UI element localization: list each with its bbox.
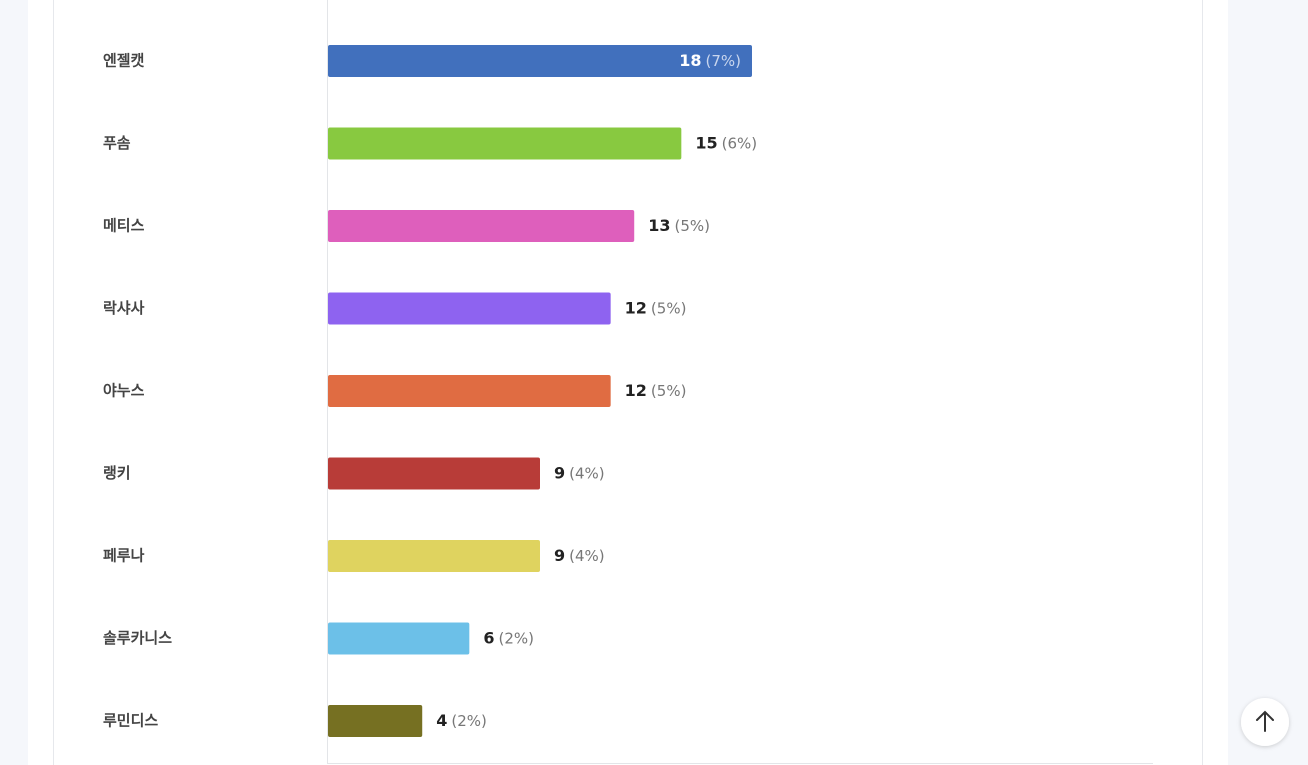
value-number: 6 [483, 628, 494, 647]
scroll-top-button[interactable] [1241, 698, 1289, 746]
value-label: 15 (6%) [695, 133, 757, 152]
bar [328, 127, 682, 160]
value-number: 18 [679, 51, 701, 70]
bar [328, 375, 611, 407]
bar [328, 457, 540, 490]
value-number: 12 [625, 381, 647, 400]
category-label: 락샤사 [103, 299, 145, 317]
value-percent: (5%) [651, 382, 687, 400]
value-label: 9 (4%) [554, 546, 605, 565]
bar [328, 705, 423, 737]
value-percent: (4%) [569, 547, 605, 565]
category-label: 메티스 [103, 217, 145, 235]
bar [328, 292, 611, 325]
value-label: 4 (2%) [436, 711, 487, 730]
bar [328, 210, 635, 242]
value-label: 9 (4%) [554, 463, 605, 482]
value-number: 13 [648, 216, 670, 235]
category-label: 야누스 [103, 382, 145, 400]
bar [328, 540, 540, 572]
value-label: 12 (5%) [625, 381, 687, 400]
value-percent: (4%) [569, 464, 605, 482]
value-percent: (6%) [722, 134, 758, 152]
category-label: 푸솜 [103, 134, 131, 152]
bars: 엔젤캣 18 (7%)푸솜 15 (6%)메티스 13 (5%)락샤사 12 (5%)야누스 12… [103, 45, 757, 737]
value-number: 9 [554, 546, 565, 565]
value-number: 9 [554, 463, 565, 482]
bar [328, 622, 470, 655]
value-number: 12 [625, 298, 647, 317]
value-number: 15 [695, 133, 717, 152]
value-percent: (2%) [498, 629, 534, 647]
value-percent: (7%) [705, 52, 741, 70]
category-label: 페루나 [103, 547, 145, 565]
value-percent: (5%) [674, 217, 710, 235]
category-label: 엔젤캣 [103, 52, 145, 70]
value-percent: (2%) [451, 712, 487, 730]
category-label: 솔루카니스 [103, 629, 172, 647]
value-number: 4 [436, 711, 447, 730]
value-label: 12 (5%) [625, 298, 687, 317]
value-label: 18 (7%) [679, 51, 741, 70]
value-label: 6 (2%) [483, 628, 534, 647]
value-label: 13 (5%) [648, 216, 710, 235]
value-percent: (5%) [651, 299, 687, 317]
category-label: 루민디스 [103, 712, 158, 730]
arrow-icon [1256, 710, 1274, 732]
bar [328, 45, 752, 77]
category-label: 랭키 [103, 464, 131, 482]
